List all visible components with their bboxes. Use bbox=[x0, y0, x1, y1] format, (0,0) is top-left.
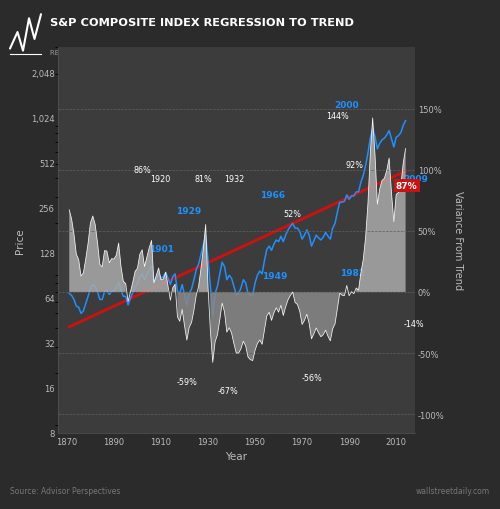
Text: REAL (INFLATION-ADJUSTED) PRICE SINCE 1871 WITH EXPONENTIAL REGRESSION: REAL (INFLATION-ADJUSTED) PRICE SINCE 18… bbox=[50, 49, 334, 55]
Text: 1920: 1920 bbox=[150, 175, 171, 183]
Text: 144%: 144% bbox=[326, 112, 349, 121]
Text: 92%: 92% bbox=[346, 161, 364, 170]
Text: -14%: -14% bbox=[403, 320, 424, 329]
Text: 2000: 2000 bbox=[334, 101, 358, 110]
Text: 87%: 87% bbox=[396, 182, 417, 191]
Text: 1901: 1901 bbox=[149, 244, 174, 253]
Y-axis label: Variance From Trend: Variance From Trend bbox=[453, 191, 463, 290]
Text: 1966: 1966 bbox=[260, 191, 285, 200]
Text: S&P COMPOSITE INDEX REGRESSION TO TREND: S&P COMPOSITE INDEX REGRESSION TO TREND bbox=[50, 18, 354, 29]
X-axis label: Year: Year bbox=[225, 451, 247, 461]
Text: 1982: 1982 bbox=[340, 268, 365, 277]
Text: 1932: 1932 bbox=[224, 175, 244, 183]
Y-axis label: Price: Price bbox=[16, 228, 26, 253]
Text: wallstreetdaily.com: wallstreetdaily.com bbox=[416, 486, 490, 495]
Text: -67%: -67% bbox=[218, 387, 238, 395]
Text: Source: Advisor Perspectives: Source: Advisor Perspectives bbox=[10, 486, 120, 495]
Text: -56%: -56% bbox=[301, 373, 322, 382]
Text: 1929: 1929 bbox=[176, 207, 201, 216]
Text: 1949: 1949 bbox=[262, 272, 287, 281]
Text: 81%: 81% bbox=[194, 175, 212, 183]
Text: -59%: -59% bbox=[176, 377, 198, 386]
Text: 52%: 52% bbox=[284, 210, 302, 219]
Text: 86%: 86% bbox=[134, 166, 151, 175]
Text: 2009: 2009 bbox=[403, 174, 428, 183]
